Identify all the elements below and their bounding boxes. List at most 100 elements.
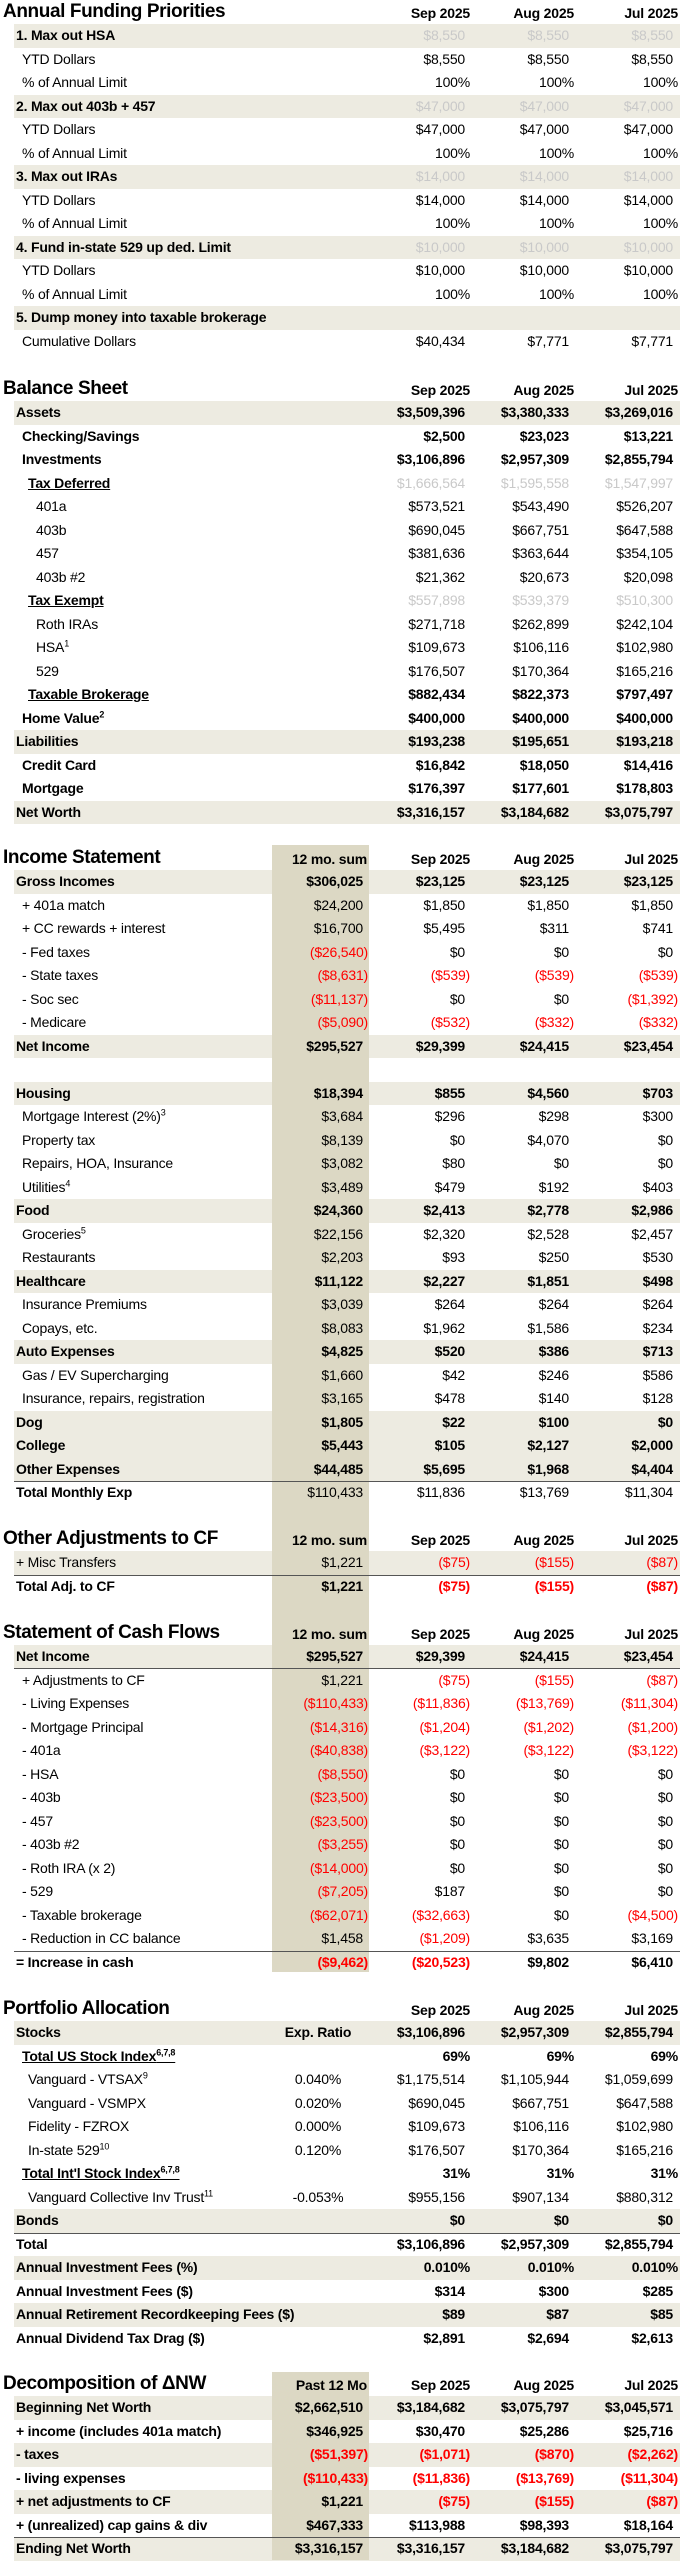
row-label: 529 [36, 660, 59, 684]
expense-ratio: Exp. Ratio [284, 2024, 352, 2040]
table-row: YTD Dollars $47,000 $47,000 $47,000 [14, 118, 680, 142]
table-row: Dog $1,805 $22 $100 $0 [14, 1410, 680, 1434]
row-label: Vanguard Collective Inv Trust11 [28, 2186, 213, 2210]
column-header-month: Aug 2025 [513, 2377, 574, 2393]
month-value: $16,842 [415, 756, 465, 773]
month-value: $3,075,797 [500, 2399, 569, 2415]
month-value: $586 [642, 1366, 674, 1383]
column-header-month: Jul 2025 [624, 1626, 678, 1642]
sum-value: $8,083 [321, 1319, 363, 1336]
month-value: $6,410 [631, 1953, 673, 1970]
month-value: $0 [553, 1883, 569, 1899]
section-header: Decomposition of ΔNW Past 12 Mo Sep 2025 Au… [0, 2372, 680, 2396]
month-value: $1,850 [631, 896, 673, 913]
income-statement-section: Income Statement 12 mo. sum Sep 2025 Aug 20… [0, 846, 680, 1505]
column-header-month: Sep 2025 [410, 2002, 470, 2018]
row-label-text: 401a [36, 498, 67, 514]
row-label: Beginning Net Worth [16, 2396, 151, 2420]
month-value: $690,045 [408, 2094, 465, 2111]
month-value: $2,855,794 [604, 451, 673, 467]
footnote-marker: 2 [99, 708, 105, 719]
month-value: $0 [449, 943, 465, 960]
row-label: Total Int'l Stock Index6,7,8 [22, 2162, 180, 2186]
sum-value: $3,684 [321, 1108, 363, 1124]
row-label-text: Total Int'l Stock Index [22, 2165, 161, 2181]
sum-value: $4,825 [321, 1343, 363, 1359]
row-label-text: - 529 [22, 1883, 53, 1899]
month-value: $400,000 [512, 709, 569, 726]
decomposition-nw-section: Decomposition of ΔNW Past 12 Mo Sep 2025 Au… [0, 2372, 680, 2561]
row-label: - 403b [22, 1786, 61, 1810]
month-value: ($155) [534, 1671, 574, 1688]
month-value: $285 [642, 2282, 674, 2299]
table-row: Gas / EV Supercharging $1,660 $42 $246 $586 [14, 1364, 680, 1388]
month-value: $128 [642, 1390, 674, 1406]
month-value: $178,803 [616, 780, 673, 796]
month-value: ($1,209) [419, 1930, 470, 1946]
row-label: Annual Investment Fees ($) [16, 2280, 193, 2304]
table-row: Credit Card $16,842 $18,050 $14,416 [14, 754, 680, 778]
month-value: $14,000 [623, 168, 673, 184]
row-label: Copays, etc. [22, 1317, 98, 1341]
row-label-text: Assets [16, 404, 61, 420]
section-title: Statement of Cash Flows [3, 1622, 220, 1643]
month-value: $7,771 [631, 332, 673, 349]
table-row: - Living Expenses ($110,433) ($11,836) ($13… [14, 1692, 680, 1716]
row-label-text: - Living Expenses [22, 1695, 130, 1711]
row-label-text: Liabilities [16, 733, 79, 749]
month-value: $14,000 [519, 168, 569, 184]
row-label: + net adjustments to CF [16, 2490, 171, 2514]
month-value: $176,507 [408, 2141, 465, 2158]
column-header-sum: 12 mo. sum [291, 1626, 367, 1642]
month-value: $13,221 [623, 427, 673, 444]
column-header-month: Sep 2025 [410, 5, 470, 21]
month-value: $2,957,309 [500, 2235, 569, 2252]
month-value: $3,269,016 [604, 404, 673, 420]
table-row: Ending Net Worth $3,316,157 $3,316,157 $3,1… [14, 2537, 680, 2561]
row-label: 401a [36, 495, 67, 519]
month-value: $0 [553, 1155, 569, 1171]
month-value: $0 [553, 1789, 569, 1805]
table-row: - Fed taxes ($26,540) $0 $0 $0 [14, 941, 680, 965]
table-row: 457 $381,636 $363,644 $354,105 [14, 542, 680, 566]
row-label: 1. Max out HSA [16, 24, 115, 48]
table-row: % of Annual Limit 100% 100% 100% [14, 283, 680, 307]
month-value: $22 [442, 1413, 465, 1430]
month-value: $797,497 [616, 686, 673, 702]
row-label-text: Mortgage [22, 780, 84, 796]
table-row: % of Annual Limit 100% 100% 100% [14, 71, 680, 95]
month-value: ($3,122) [627, 1742, 678, 1758]
month-value: $0 [553, 1812, 569, 1829]
column-header-month: Aug 2025 [513, 1626, 574, 1642]
month-value: $855 [434, 1084, 466, 1101]
row-label-text: Total Monthly Exp [16, 1484, 133, 1500]
row-label-text: 529 [36, 662, 59, 679]
month-value: $47,000 [623, 121, 673, 137]
table-row: - Roth IRA (x 2) ($14,000) $0 $0 $0 [14, 1857, 680, 1881]
row-label: Roth IRAs [36, 613, 98, 637]
month-value: ($87) [646, 1671, 678, 1688]
month-value: $165,216 [616, 662, 673, 679]
month-value: $2,957,309 [500, 2024, 569, 2040]
sum-value: $5,443 [321, 1437, 363, 1453]
month-value: $0 [657, 1836, 673, 1852]
month-value: $0 [449, 1789, 465, 1805]
column-header-month: Jul 2025 [624, 2002, 678, 2018]
row-label: - Taxable brokerage [22, 1904, 142, 1928]
month-value: $47,000 [623, 97, 673, 114]
table-row: 403b #2 $21,362 $20,673 $20,098 [14, 566, 680, 590]
column-header-month: Jul 2025 [624, 2377, 678, 2393]
row-label-text: Investments [22, 451, 102, 467]
row-label-text: 3. Max out IRAs [16, 168, 118, 184]
month-value: ($3,122) [419, 1742, 470, 1758]
row-label: Cumulative Dollars [22, 330, 136, 354]
row-label: YTD Dollars [22, 48, 95, 72]
row-label: % of Annual Limit [22, 142, 127, 166]
row-label-text: Vanguard Collective Inv Trust [28, 2188, 205, 2205]
month-value: $300 [538, 2282, 570, 2299]
month-value: $2,320 [423, 1225, 465, 1242]
month-value: $10,000 [623, 262, 673, 278]
row-label-text: - Medicare [22, 1014, 87, 1030]
month-value: $8,550 [423, 50, 465, 67]
month-value: $311 [539, 920, 570, 936]
